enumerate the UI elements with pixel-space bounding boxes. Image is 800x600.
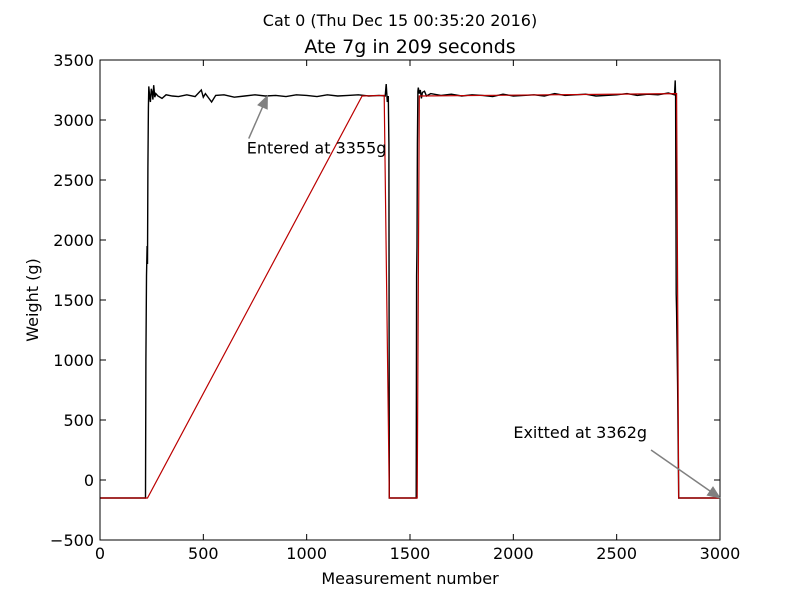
annotation-entered-label: Entered at 3355g bbox=[247, 139, 387, 158]
annotations: Entered at 3355g Exitted at 3362g bbox=[247, 94, 722, 499]
annotation-exited-arrow bbox=[650, 449, 722, 499]
series-layer bbox=[100, 80, 720, 499]
y-tick-label: 500 bbox=[63, 411, 94, 430]
y-tick-label: 0 bbox=[84, 471, 94, 490]
series-fit-line bbox=[100, 92, 720, 499]
x-axis-label: Measurement number bbox=[321, 569, 499, 588]
y-axis-label: Weight (g) bbox=[23, 258, 42, 341]
chart-title: Ate 7g in 209 seconds bbox=[304, 36, 515, 58]
y-tick-label: 3000 bbox=[53, 111, 94, 130]
y-tick-label: 1000 bbox=[53, 351, 94, 370]
y-tick-label: 2000 bbox=[53, 231, 94, 250]
x-axis-ticks: 0 500 1000 1500 2000 2500 3000 bbox=[95, 60, 740, 563]
x-tick-label: 2000 bbox=[493, 544, 534, 563]
x-tick-label: 1500 bbox=[390, 544, 431, 563]
y-axis-ticks: −500 0 500 1000 1500 2000 2500 3000 3500 bbox=[50, 51, 720, 550]
chart-suptitle: Cat 0 (Thu Dec 15 00:35:20 2016) bbox=[263, 11, 537, 30]
y-tick-label: 3500 bbox=[53, 51, 94, 70]
x-tick-label: 500 bbox=[188, 544, 219, 563]
x-tick-label: 2500 bbox=[596, 544, 637, 563]
plot-frame bbox=[99, 59, 721, 541]
annotation-exited-label: Exitted at 3362g bbox=[513, 423, 647, 442]
y-tick-label: 2500 bbox=[53, 171, 94, 190]
x-tick-label: 0 bbox=[95, 544, 105, 563]
y-tick-label: 1500 bbox=[53, 291, 94, 310]
x-tick-label: 1000 bbox=[286, 544, 327, 563]
annotation-entered-arrow bbox=[248, 94, 268, 139]
y-tick-label: −500 bbox=[50, 531, 94, 550]
x-tick-label: 3000 bbox=[700, 544, 741, 563]
